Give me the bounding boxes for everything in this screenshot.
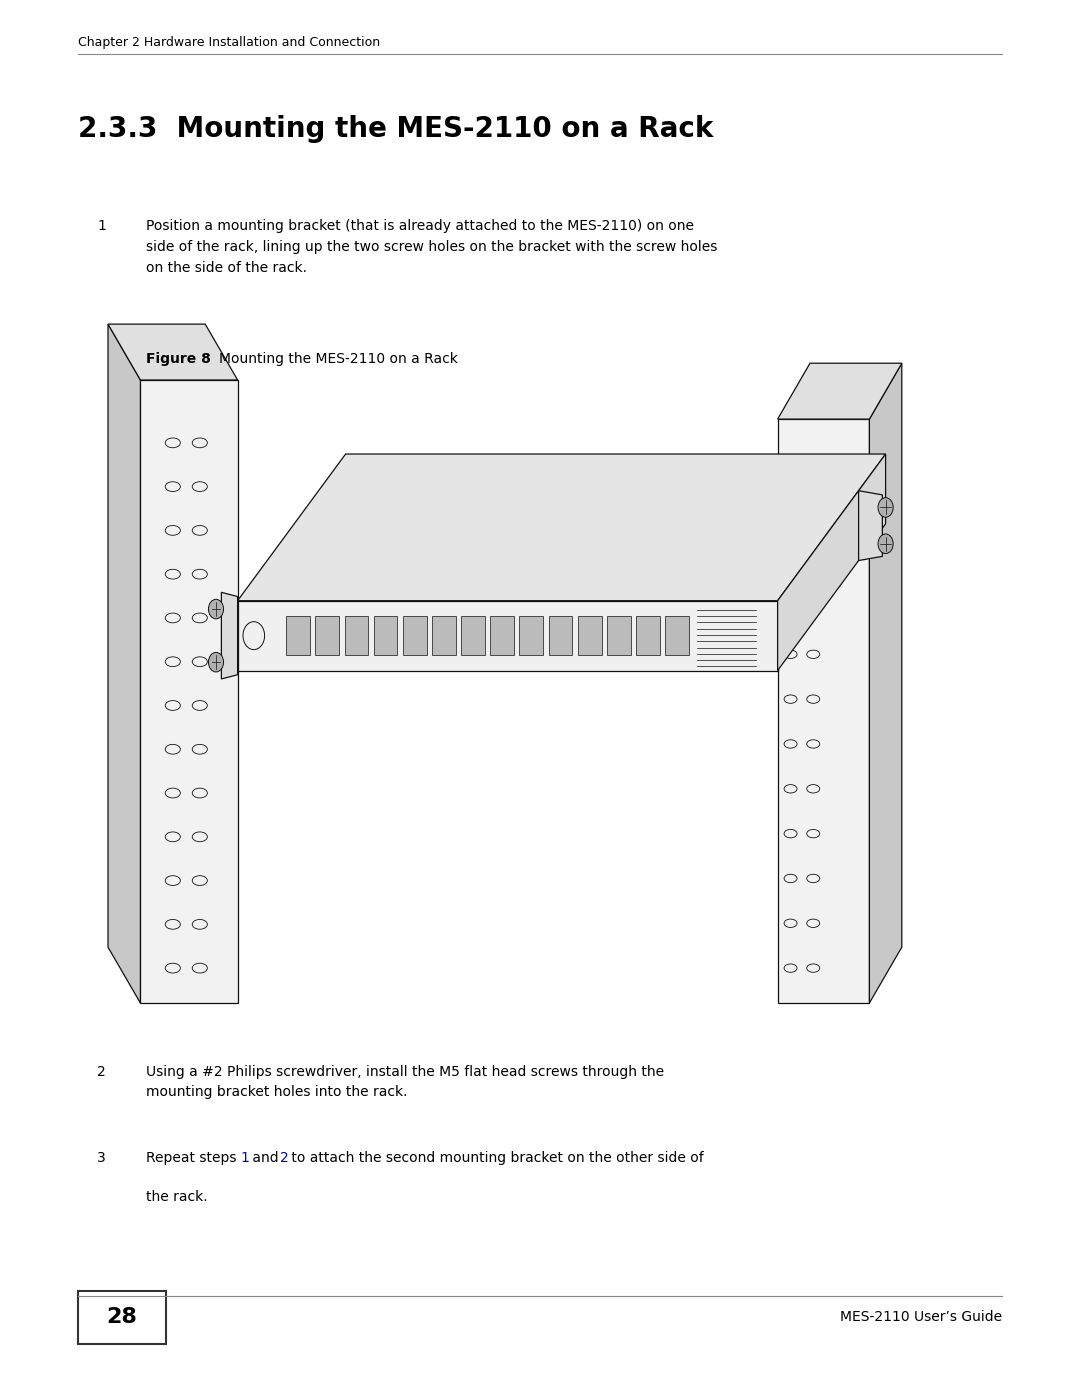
Bar	[286, 616, 310, 655]
Bar	[403, 616, 427, 655]
Bar	[578, 616, 602, 655]
Polygon shape	[859, 490, 882, 560]
Circle shape	[878, 497, 893, 517]
Text: Repeat steps: Repeat steps	[146, 1151, 241, 1165]
Circle shape	[878, 534, 893, 553]
Polygon shape	[108, 324, 140, 1003]
Bar	[461, 616, 485, 655]
Bar	[519, 616, 543, 655]
Text: 2.3.3  Mounting the MES-2110 on a Rack: 2.3.3 Mounting the MES-2110 on a Rack	[78, 115, 713, 142]
Text: 2: 2	[97, 1065, 106, 1078]
Text: 1: 1	[97, 219, 106, 233]
Polygon shape	[778, 454, 886, 671]
Polygon shape	[140, 380, 238, 1003]
Text: the rack.: the rack.	[146, 1190, 207, 1204]
Bar	[490, 616, 514, 655]
Text: 3: 3	[97, 1151, 106, 1165]
Text: to attach the second mounting bracket on the other side of: to attach the second mounting bracket on…	[287, 1151, 704, 1165]
Circle shape	[208, 599, 224, 619]
Bar	[665, 616, 689, 655]
Bar	[549, 616, 572, 655]
Bar	[374, 616, 397, 655]
Text: Figure 8: Figure 8	[146, 352, 211, 366]
Text: Mounting the MES-2110 on a Rack: Mounting the MES-2110 on a Rack	[219, 352, 458, 366]
Text: Using a #2 Philips screwdriver, install the M5 flat head screws through the
moun: Using a #2 Philips screwdriver, install …	[146, 1065, 664, 1099]
Text: Position a mounting bracket (that is already attached to the MES-2110) on one
si: Position a mounting bracket (that is alr…	[146, 219, 717, 275]
Polygon shape	[869, 363, 902, 1003]
Bar	[432, 616, 456, 655]
Polygon shape	[221, 592, 238, 679]
Polygon shape	[238, 601, 778, 671]
Text: Chapter 2 Hardware Installation and Connection: Chapter 2 Hardware Installation and Conn…	[78, 36, 380, 49]
Polygon shape	[778, 419, 869, 1003]
Text: 1: 1	[241, 1151, 249, 1165]
Bar	[315, 616, 339, 655]
Text: 2: 2	[280, 1151, 288, 1165]
Polygon shape	[238, 454, 886, 601]
Bar	[345, 616, 368, 655]
Text: MES-2110 User’s Guide: MES-2110 User’s Guide	[840, 1310, 1002, 1324]
Text: 28: 28	[107, 1308, 137, 1327]
Text: and: and	[248, 1151, 283, 1165]
Polygon shape	[778, 363, 902, 419]
Polygon shape	[108, 324, 238, 380]
Circle shape	[208, 652, 224, 672]
Bar	[636, 616, 660, 655]
Bar	[607, 616, 631, 655]
